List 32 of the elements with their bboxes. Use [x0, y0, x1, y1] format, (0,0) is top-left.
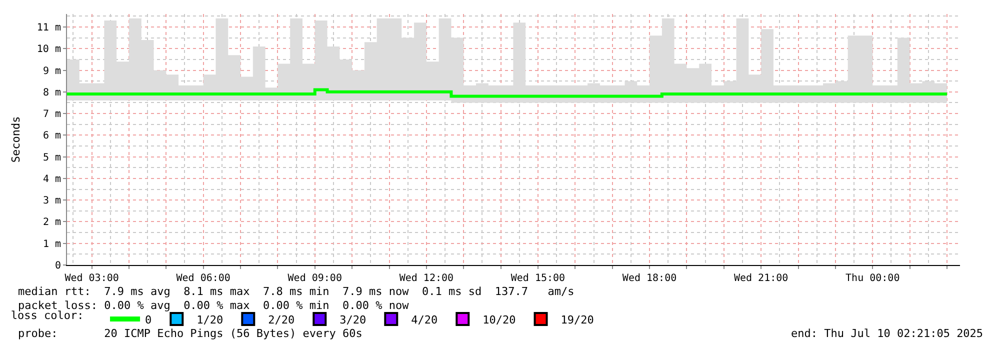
- legend-label: 4/20: [411, 313, 438, 326]
- legend-label: 0: [145, 313, 152, 326]
- y-tick-label: 10 m: [36, 44, 61, 56]
- y-tick-label: 0: [54, 260, 61, 272]
- x-tick-label: Wed 06:00: [176, 273, 230, 284]
- text: probe: 20 ICMP Echo Pings (56 Bytes) every 60s: [18, 327, 362, 340]
- legend-label: 3/20: [340, 313, 366, 326]
- y-tick-label: 8 m: [42, 87, 61, 98]
- text: packet loss: 0.00 % avg 0.00 % max 0.00 % min 0.00 % now: [18, 299, 410, 312]
- y-axis-title: Seconds: [10, 116, 23, 163]
- x-tick-label: Wed 03:00: [64, 273, 119, 284]
- x-tick-label: Wed 12:00: [399, 273, 454, 284]
- y-tick-label: 9 m: [42, 66, 61, 77]
- legend-label: 1/20: [196, 313, 224, 326]
- y-tick-label: 2 m: [42, 217, 61, 228]
- x-tick-label: Wed 21:00: [734, 273, 788, 284]
- y-tick-label: 7 m: [42, 109, 61, 120]
- y-tick-label: 1 m: [42, 238, 61, 250]
- x-tick-label: Wed 15:00: [510, 273, 566, 284]
- text: end: Thu Jul 10 02:21:05 2025: [791, 327, 984, 340]
- y-tick-label: 5 m: [42, 152, 61, 164]
- x-tick-label: Wed 18:00: [622, 273, 677, 284]
- legend-label: 2/20: [268, 313, 295, 326]
- y-tick-label: 11 m: [36, 22, 61, 34]
- x-tick-label: Wed 09:00: [288, 273, 342, 284]
- text: median rtt: 7.9 ms avg 8.1 ms max 7.8 ms min 7.9 ms now 0.1 ms sd 137.7 am/s: [18, 285, 574, 298]
- x-tick-label: Thu 00:00: [846, 273, 900, 284]
- legend-label: 19/20: [560, 313, 594, 326]
- y-tick-label: 4 m: [42, 174, 61, 185]
- y-tick-label: 3 m: [42, 196, 61, 207]
- legend-label: 10/20: [482, 313, 516, 326]
- y-tick-label: 6 m: [42, 130, 61, 142]
